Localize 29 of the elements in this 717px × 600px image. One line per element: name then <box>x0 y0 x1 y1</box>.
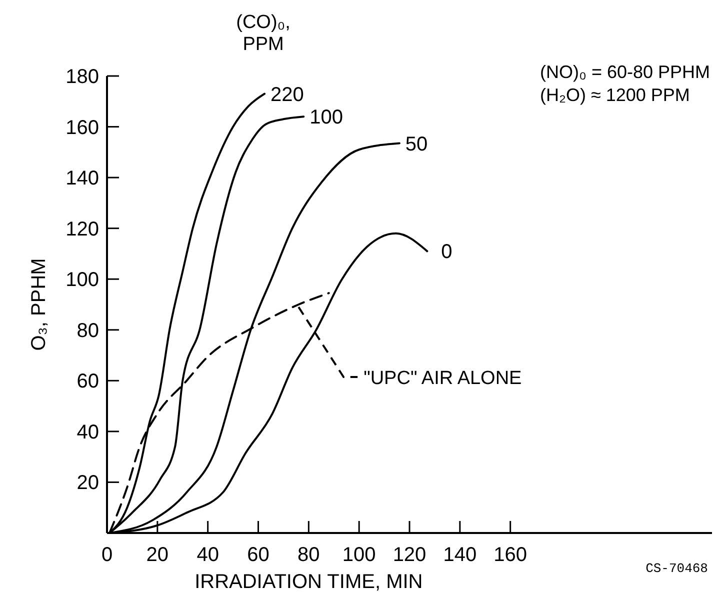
y-tick-label: 120 <box>66 218 99 240</box>
x-tick-label: 80 <box>298 544 320 566</box>
series-label: 220 <box>270 84 304 106</box>
y-tick-label: 180 <box>66 66 99 88</box>
x-tick-label: 40 <box>196 544 219 566</box>
y-tick-label: 60 <box>76 370 99 393</box>
series-label: 0 <box>441 241 452 264</box>
y-tick-label: 40 <box>76 421 99 444</box>
annotation: "UPC" AIR ALONE <box>364 368 522 390</box>
text: CS-70468 <box>646 561 708 576</box>
x-tick-label: 20 <box>146 544 169 566</box>
series-label: 100 <box>310 106 343 129</box>
x-tick-label: 60 <box>247 544 270 566</box>
y-axis-title: O₃, PPHM <box>28 258 50 351</box>
y-tick-label: 140 <box>66 168 99 190</box>
y-tick-label: 100 <box>66 269 99 292</box>
x-tick-label: 120 <box>392 544 426 566</box>
x-tick-label: 140 <box>443 544 477 566</box>
x-tick-label: 160 <box>494 544 528 566</box>
y-tick-label: 20 <box>76 472 99 494</box>
y-tick-label: 160 <box>66 116 99 139</box>
x-tick-label: 100 <box>342 544 376 566</box>
x-tick-label: 0 <box>101 544 113 566</box>
annotation: (NO)₀ = 60-80 PPHM <box>540 62 710 82</box>
legend-title: (CO)₀, PPM <box>236 12 290 55</box>
annotation: (H₂O) ≈ 1200 PPM <box>540 85 690 105</box>
y-tick-label: 80 <box>76 320 99 342</box>
x-axis-title: IRRADIATION TIME, MIN <box>194 571 423 593</box>
series-label: 50 <box>405 133 428 156</box>
